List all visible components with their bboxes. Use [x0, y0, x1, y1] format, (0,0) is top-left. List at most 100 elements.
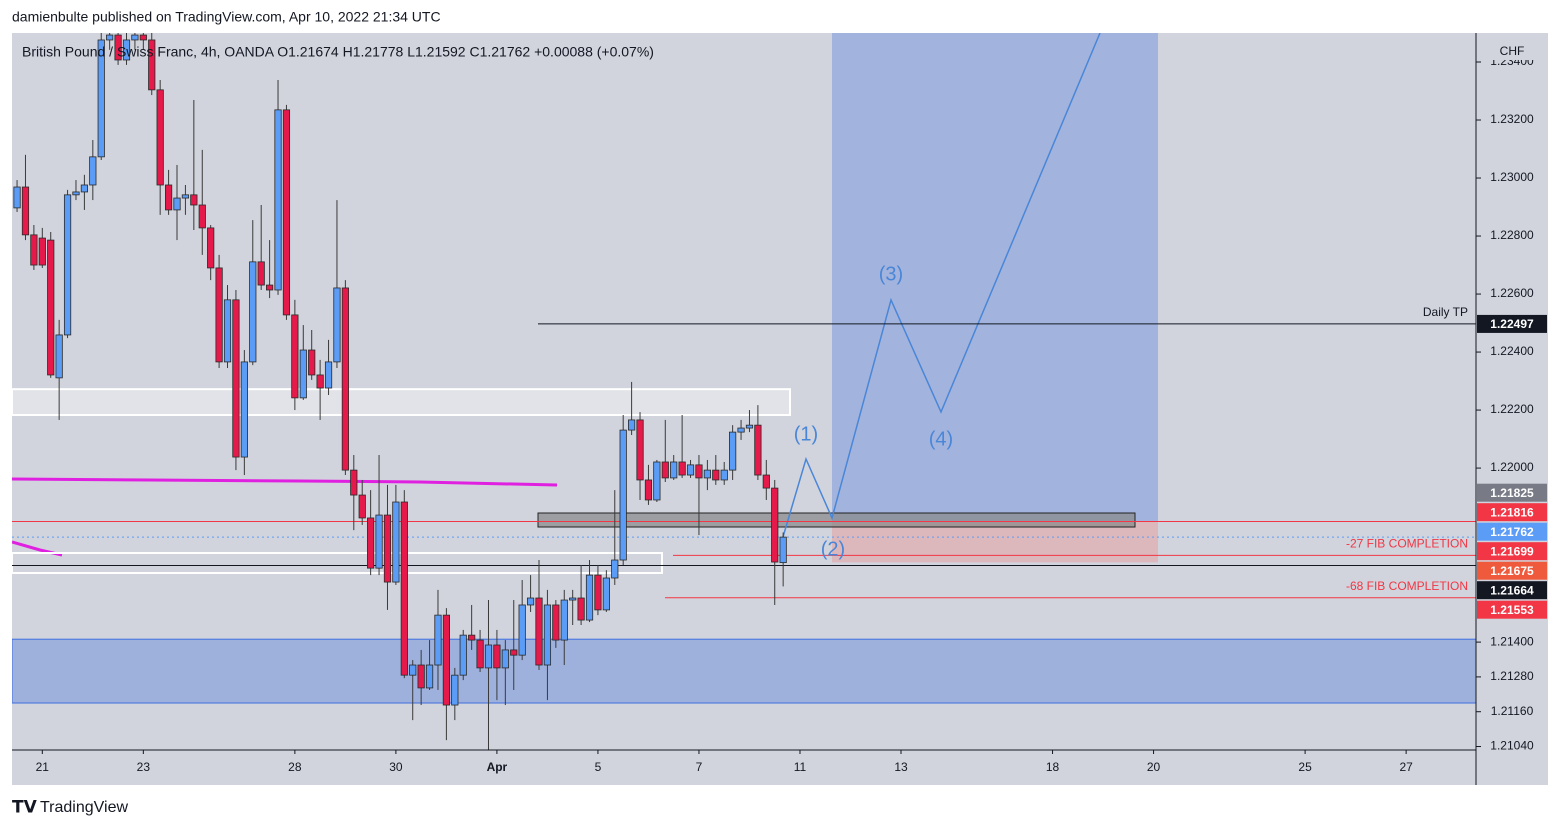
wave-label: (4) — [929, 428, 953, 450]
long-target-zone — [832, 33, 1158, 522]
candle-body — [181, 194, 190, 199]
candle-body — [30, 234, 38, 266]
y-tick-label: 1.22400 — [1490, 344, 1534, 358]
candle-body — [400, 501, 408, 676]
candle-body — [451, 674, 459, 706]
x-tick-label: 11 — [794, 760, 807, 774]
chart-background — [12, 33, 1548, 785]
publish-header: damienbulte published on TradingView.com… — [12, 9, 441, 25]
level-label: -68 FIB COMPLETION — [1346, 579, 1468, 593]
candle-body — [207, 227, 215, 269]
price-label-bg — [1477, 561, 1547, 580]
candle-body — [636, 419, 644, 481]
candle-body — [678, 461, 686, 476]
candle-body — [173, 197, 181, 211]
candle-body — [569, 597, 577, 601]
candle-body — [484, 644, 493, 669]
candle-body — [535, 597, 543, 666]
x-tick-label: 13 — [894, 760, 908, 774]
candle-body — [240, 361, 248, 458]
candle-body — [47, 239, 55, 376]
candle-body — [333, 287, 341, 363]
candle-body — [291, 314, 299, 399]
plot-area — [12, 33, 1476, 750]
price-label-bg — [1477, 314, 1547, 333]
x-tick-label: 7 — [696, 760, 703, 774]
x-tick-label: 23 — [137, 760, 151, 774]
candle-body — [695, 464, 703, 479]
candle-body — [274, 109, 282, 291]
candle-body — [468, 634, 476, 641]
zone — [12, 388, 791, 416]
candle-body — [131, 34, 139, 41]
candle-body — [72, 191, 80, 196]
candle-body — [392, 501, 400, 583]
moving-average — [12, 477, 558, 487]
candle-body — [257, 261, 265, 286]
candle-body — [156, 89, 164, 186]
candle-body — [501, 649, 509, 669]
candle-body — [754, 424, 762, 476]
price-label: 1.21762 — [1490, 525, 1534, 539]
candle-body — [779, 536, 787, 564]
candle-body — [190, 194, 198, 206]
candle-body — [611, 559, 619, 579]
logo-mark: 𝗧𝗩 — [12, 797, 38, 816]
candle-body — [148, 39, 156, 91]
candle-body — [308, 349, 316, 376]
candle-body — [442, 614, 451, 706]
candle-body — [417, 664, 425, 689]
level-label: -27 FIB COMPLETION — [1346, 537, 1468, 551]
candle-body — [198, 204, 206, 229]
candle-body — [383, 514, 392, 583]
candle-body — [223, 299, 232, 363]
candle-body — [55, 334, 63, 379]
candle-body — [114, 34, 122, 61]
candle-body — [97, 39, 105, 158]
candle-body — [282, 109, 291, 316]
entry-zone — [537, 512, 1136, 528]
price-label: 1.21553 — [1490, 603, 1534, 617]
price-label: 1.21664 — [1490, 583, 1534, 597]
x-tick-label: 30 — [389, 760, 403, 774]
price-label-bg — [1477, 483, 1547, 502]
candle-body — [771, 487, 779, 563]
wave-label: (1) — [794, 423, 818, 445]
candle-body — [686, 464, 695, 476]
candle-body — [299, 349, 307, 399]
price-label: 1.21825 — [1490, 486, 1534, 500]
x-tick-label: 25 — [1298, 760, 1312, 774]
candle-body — [585, 574, 594, 621]
x-tick-label: 5 — [595, 760, 602, 774]
y-tick-label: 1.22000 — [1490, 460, 1534, 474]
x-tick-label: 20 — [1147, 760, 1161, 774]
candle-body — [89, 156, 97, 186]
price-label: 1.22497 — [1490, 317, 1534, 331]
price-label-bg — [1477, 522, 1547, 541]
candle-body — [409, 664, 417, 676]
candle-body — [628, 419, 636, 431]
level-label: Daily TP — [1423, 305, 1468, 319]
price-label: 1.21675 — [1490, 564, 1534, 578]
candle-body — [232, 299, 240, 458]
candle-body — [577, 597, 585, 621]
x-tick-label: 27 — [1399, 760, 1413, 774]
candle-body — [552, 604, 560, 641]
candle-body — [375, 514, 383, 569]
candle-body — [518, 604, 526, 656]
candle-body — [729, 431, 737, 471]
x-tick-label: 21 — [36, 760, 50, 774]
x-tick-label: Apr — [487, 760, 508, 774]
candle-body — [594, 574, 602, 611]
wave-label: (2) — [821, 538, 845, 560]
y-tick-label: 1.22800 — [1490, 228, 1534, 242]
y-tick-label: 1.21280 — [1490, 669, 1534, 683]
candle-body — [737, 427, 745, 433]
candle-body — [13, 186, 21, 209]
y-tick-label: 1.22200 — [1490, 402, 1534, 416]
candle-body — [560, 599, 568, 641]
candle-body — [493, 644, 501, 669]
candle-body — [712, 469, 720, 481]
candle-body — [434, 614, 442, 666]
